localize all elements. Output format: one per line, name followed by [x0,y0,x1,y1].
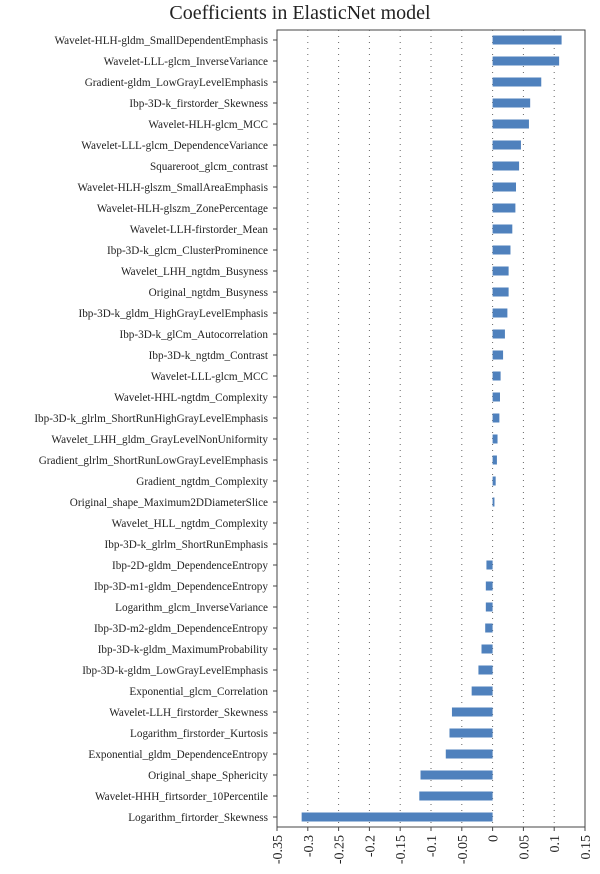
category-label: Ibp-3D-k-gldm_MaximumProbability [98,644,269,656]
bar [492,413,500,423]
category-label: Ibp-3D-m2-gldm_DependenceEntropy [94,623,268,635]
bar [492,182,517,192]
category-label: Ibp-3D-k_firstorder_Skewness [129,98,268,110]
category-label: Wavelet-LLH-firstorder_Mean [130,224,269,236]
bar [471,686,493,696]
plot-area [276,29,586,828]
category-label: Ibp-3D-k-gldm_LowGrayLevelEmphasis [82,665,268,677]
x-tick-label: -0.15 [394,835,409,864]
category-label: Ibp-3D-k_glrlm_ShortRunHighGrayLevelEmph… [34,413,268,425]
bar [492,56,560,66]
bar [492,392,500,402]
category-label: Original_shape_Sphericity [148,770,268,782]
bar [445,749,493,759]
x-tick-label: -0.2 [363,835,378,857]
category-label: Gradient-gldm_LowGrayLevelEmphasis [85,77,268,89]
bar [492,308,508,318]
category-label: Wavelet-LLL-glcm_DependenceVariance [81,140,268,152]
bar [478,665,493,675]
category-label: Wavelet_LHH_gldm_GrayLevelNonUniformity [51,434,268,446]
category-label: Ibp-3D-k_ngtdm_Contrast [149,350,269,362]
category-label: Logarithm_firtorder_Skewness [128,812,268,824]
category-label: Wavelet-HLH-glcm_MCC [148,119,268,131]
bar [492,287,509,297]
bar [485,581,493,591]
category-label: Wavelet-HLH-glszm_ZonePercentage [97,203,268,215]
bars [301,35,562,822]
category-label: Wavelet-HLH-gldm_SmallDependentEmphasis [55,35,268,47]
bar [420,770,493,780]
bar [492,329,505,339]
category-labels: Wavelet-HLH-gldm_SmallDependentEmphasis W… [34,35,277,824]
bar [492,140,521,150]
x-tick-label: -0.3 [302,835,317,857]
bar [485,602,493,612]
bar [492,119,529,129]
category-label: Wavelet-HHH_firtsorder_10Percentile [95,791,268,803]
x-tick-label: 0.15 [579,835,594,860]
category-label: Ibp-2D-gldm_DependenceEntropy [112,560,268,572]
bar [492,371,501,381]
x-tick-label: 0 [487,835,502,842]
bar [492,35,562,45]
bar [486,560,493,570]
bar [492,476,496,486]
grid-lines [307,30,555,827]
chart-title: Coefficients in ElasticNet model [169,2,431,24]
bar [485,623,493,633]
category-label: Original_shape_Maximum2DDiameterSlice [70,497,268,509]
category-label: Ibp-3D-k_glrlm_ShortRunEmphasis [105,539,268,551]
category-label: Ibp-3D-k_glcm_ClusterProminence [107,245,268,257]
bar [451,707,493,717]
category-label: Exponential_glcm_Correlation [129,686,268,698]
bar [492,350,504,360]
x-tick-label: 0.1 [548,835,563,853]
bar [449,728,493,738]
category-label: Wavelet-LLL-glcm_MCC [151,371,268,383]
bar [481,644,493,654]
x-tick-label: -0.05 [456,835,471,864]
category-label: Ibp-3D-k_gldm_HighGrayLevelEmphasis [78,308,268,320]
x-tick-label: -0.25 [333,835,348,864]
bar [492,203,516,213]
category-label: Logarithm_glcm_InverseVariance [115,602,268,614]
category-label: Squareroot_glcm_contrast [150,161,269,173]
category-label: Ibp-3D-m1-gldm_DependenceEntropy [94,581,268,593]
x-tick-label: -0.35 [271,835,286,864]
category-label: Wavelet_LHH_ngtdm_Busyness [121,266,268,278]
category-label: Gradient_glrlm_ShortRunLowGrayLevelEmpha… [39,455,268,467]
category-label: Ibp-3D-k_glCm_Autocorrelation [119,329,268,341]
bar [492,434,498,444]
category-label: Logarithm_firstorder_Kurtosis [130,728,268,740]
bar [419,791,493,801]
x-tick-label: 0.05 [517,835,532,860]
x-tick-label: -0.1 [425,835,440,857]
bar [492,161,520,171]
bar [492,497,495,507]
category-label: Gradient_ngtdm_Complexity [136,476,268,488]
bar [492,77,542,87]
bar [492,455,497,465]
bar [492,224,513,234]
category-label: Exponential_gldm_DependenceEntropy [88,749,268,761]
category-label: Wavelet-LLL-glcm_InverseVariance [104,56,268,68]
bar [492,245,511,255]
category-label: Original_ngtdm_Busyness [149,287,268,299]
category-label: Wavelet-LLH_firstorder_Skewness [109,707,268,719]
category-label: Wavelet_HLL_ngtdm_Complexity [112,518,269,530]
bar [301,812,493,822]
category-label: Wavelet-HLH-glszm_SmallAreaEmphasis [78,182,268,194]
x-axis-ticks: -0.35 -0.3 -0.25 -0.2 -0.15 -0.1 -0.05 0 0.05 0.1… [271,827,594,864]
bar [492,266,509,276]
bar [492,98,531,108]
category-label: Wavelet-HHL-ngtdm_Complexity [114,392,268,404]
